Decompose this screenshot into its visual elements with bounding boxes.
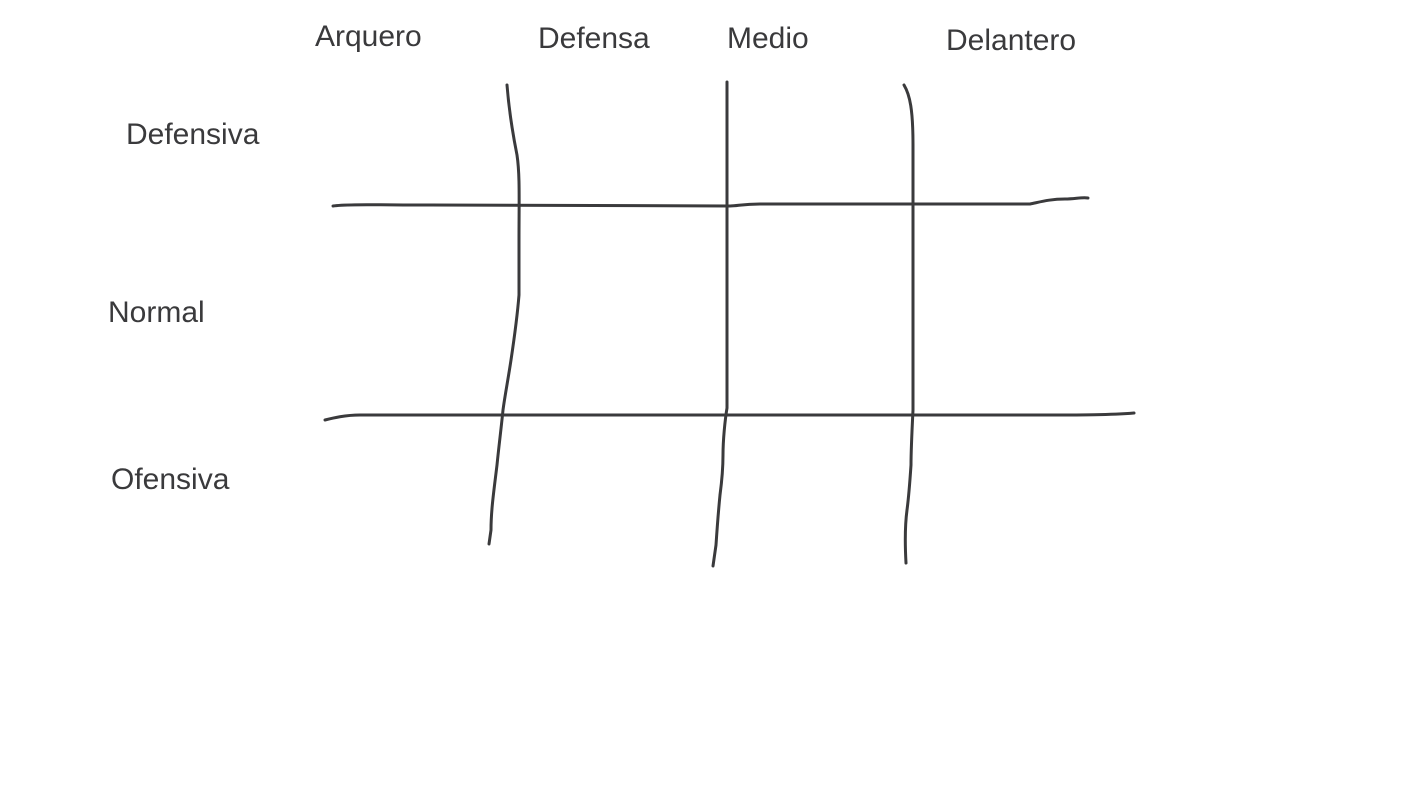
divider-normal-ofensiva bbox=[323, 411, 1136, 422]
column-label-delantero: Delantero bbox=[946, 24, 1077, 57]
divider-arquero-defensa bbox=[487, 83, 521, 546]
divider-defensiva-normal bbox=[331, 196, 1090, 208]
column-label-arquero: Arquero bbox=[315, 20, 422, 53]
column-label-defensa: Defensa bbox=[538, 22, 650, 55]
row-label-defensiva: Defensiva bbox=[126, 118, 260, 151]
row-label-ofensiva: Ofensiva bbox=[111, 463, 230, 496]
divider-defensa-medio bbox=[711, 80, 729, 568]
column-label-medio: Medio bbox=[727, 22, 809, 55]
divider-medio-delantero bbox=[902, 83, 915, 565]
row-label-normal: Normal bbox=[108, 296, 205, 329]
